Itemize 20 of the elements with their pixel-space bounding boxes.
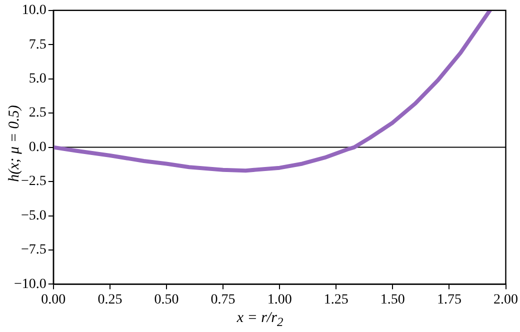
x-tick-label: 1.00 <box>267 292 292 308</box>
y-tick-label: −5.0 <box>20 208 46 224</box>
y-tick-label: 10.0 <box>22 3 46 18</box>
x-axis-title: x = r/r$_{2}$ <box>236 310 284 330</box>
y-tick-label: 7.5 <box>28 37 46 52</box>
y-tick-label: 5.0 <box>28 72 46 87</box>
x-tick-label: 1.25 <box>324 292 348 308</box>
x-tick-label: 1.50 <box>380 292 405 308</box>
x-tick-label: 0.00 <box>41 292 66 308</box>
x-tick-label: 0.75 <box>210 292 236 308</box>
x-tick-label: 2.00 <box>494 292 518 308</box>
y-tick-label: −10.0 <box>14 276 46 292</box>
x-tick-label: 1.75 <box>436 292 462 308</box>
y-tick-label: 0.0 <box>28 140 46 155</box>
x-tick-label: 0.25 <box>98 292 122 308</box>
y-axis-title: h(x; μ = 0.5) <box>6 105 22 182</box>
x-tick-label: 0.50 <box>154 292 179 308</box>
y-tick-label: −2.5 <box>20 174 46 190</box>
y-tick-label: −7.5 <box>20 242 46 258</box>
y-tick-label: 2.5 <box>28 106 46 121</box>
